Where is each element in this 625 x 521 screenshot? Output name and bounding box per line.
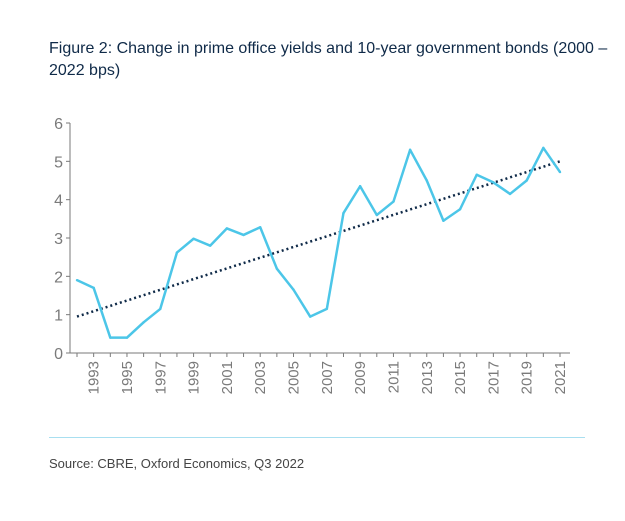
x-tick-label: 2003 [252, 361, 269, 394]
x-tick-label: 2009 [352, 361, 369, 394]
x-tick-label: 2015 [452, 361, 469, 394]
x-tick-label: 2021 [552, 361, 569, 394]
data-point [458, 208, 462, 211]
data-point [292, 288, 295, 291]
data-point [425, 179, 428, 182]
trend-line [76, 160, 561, 318]
source-note: Source: CBRE, Oxford Economics, Q3 2022 [49, 456, 305, 471]
data-point [542, 146, 545, 150]
y-tick-label: 4 [54, 193, 63, 210]
y-tick-label: 0 [54, 346, 63, 363]
series-line [76, 146, 562, 339]
y-tick-label: 3 [54, 231, 63, 248]
data-point [75, 278, 79, 282]
data-point [192, 237, 195, 240]
data-point [175, 251, 179, 254]
data-point [109, 336, 112, 339]
x-tick-label: 1997 [152, 361, 169, 394]
data-point [358, 185, 362, 188]
y-tick-label: 1 [54, 308, 63, 325]
chart-title: Figure 2: Change in prime office yields … [49, 40, 608, 79]
data-point [375, 213, 378, 217]
data-point [325, 307, 329, 311]
data-point [125, 336, 129, 339]
x-tick-label: 2011 [385, 361, 402, 393]
x-tick-label: 2007 [319, 361, 336, 394]
x-tick-label: 2019 [519, 361, 536, 394]
x-axis-ticks: 1993 1995 1997 1999 2001 2003 2005 2007 2009 2011… [76, 353, 569, 394]
data-point [558, 170, 562, 174]
data-point [342, 211, 345, 215]
data-point [259, 226, 262, 229]
x-tick-label: 2005 [286, 361, 303, 394]
x-tick-label: 1995 [119, 361, 136, 394]
data-point [159, 307, 162, 311]
y-axis-ticks: 0 1 2 3 4 5 6 [54, 116, 70, 363]
y-tick-label: 6 [54, 116, 63, 133]
data-point [392, 200, 395, 203]
data-point [92, 286, 95, 290]
x-tick-label: 1999 [186, 361, 203, 394]
data-point [242, 233, 245, 237]
y-tick-label: 2 [54, 269, 63, 286]
data-point [525, 179, 528, 182]
divider-line [49, 437, 585, 438]
data-point [492, 181, 495, 184]
data-point [308, 315, 312, 318]
x-tick-label: 1993 [86, 361, 103, 394]
data-point [142, 321, 145, 324]
x-tick-label: 2017 [485, 361, 502, 394]
y-tick-label: 5 [54, 154, 63, 171]
data-points [75, 146, 562, 339]
data-point [275, 267, 279, 270]
x-tick-label: 2001 [219, 361, 236, 394]
x-tick-label: 2013 [419, 361, 436, 394]
data-point [508, 192, 512, 196]
data-point [442, 219, 445, 222]
data-point [209, 244, 212, 247]
data-point [225, 227, 229, 230]
data-point [475, 173, 478, 176]
data-point [408, 148, 412, 152]
